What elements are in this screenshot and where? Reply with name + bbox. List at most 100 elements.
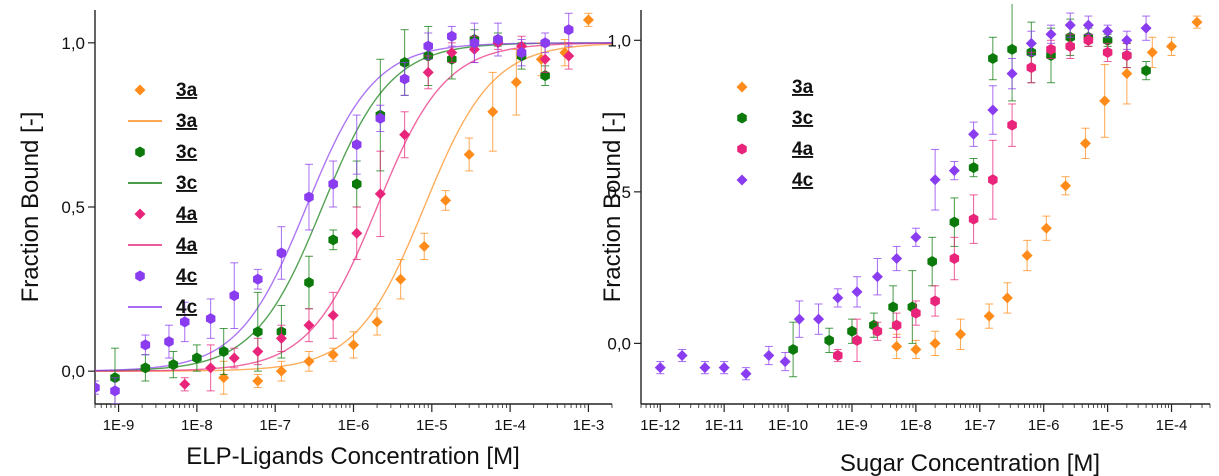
- legend-marker-3c: [737, 112, 747, 124]
- x-tick-label: 1E-5: [416, 417, 448, 434]
- data-point-4c: [871, 271, 883, 283]
- data-point-4a: [374, 188, 386, 200]
- x-axis-title: Sugar Concentration [M]: [840, 450, 1100, 476]
- x-tick-label: 1E-5: [1092, 417, 1124, 434]
- data-point-4c: [399, 73, 410, 85]
- data-point-4c: [563, 24, 574, 36]
- data-point-4a: [852, 334, 862, 346]
- data-point-4c: [813, 313, 825, 325]
- data-point-4a: [872, 325, 883, 337]
- series-4a: [833, 33, 1132, 363]
- legend-marker-4c: [736, 174, 748, 186]
- data-point-4a: [1007, 119, 1017, 131]
- data-point-4c: [140, 339, 151, 351]
- series-4c: [95, 12, 574, 404]
- data-point-4a: [891, 319, 902, 331]
- data-point-3c: [218, 345, 229, 357]
- series-3c: [788, 4, 1151, 378]
- data-point-4c: [968, 128, 980, 140]
- data-point-4a: [949, 253, 960, 265]
- y-tick-label: 0,0: [607, 334, 631, 353]
- x-axis-title: ELP-Ligands Concentration [M]: [186, 443, 520, 470]
- series-4c: [654, 12, 1152, 381]
- y-axis-title: Fraction Bound [-]: [599, 112, 626, 303]
- data-point-3c: [927, 256, 937, 268]
- legend: 3a 3c 4a 4c: [736, 77, 814, 191]
- data-point-3c: [540, 70, 550, 82]
- data-point-4c: [110, 385, 120, 397]
- legend-label-3a: 3a: [176, 80, 198, 101]
- data-point-3a: [1191, 16, 1203, 28]
- data-point-4c: [1045, 28, 1057, 40]
- data-point-3c: [888, 301, 898, 313]
- data-point-4a: [930, 295, 940, 307]
- data-point-3a: [252, 375, 264, 387]
- data-point-4c: [328, 178, 338, 190]
- data-point-4c: [179, 316, 190, 328]
- x-tick-label: 1E-10: [768, 417, 808, 434]
- data-point-3c: [304, 277, 314, 289]
- data-point-3a: [983, 310, 995, 322]
- legend-label-4c: 4c: [792, 170, 814, 191]
- x-tick-label: 1E-8: [181, 417, 213, 434]
- data-point-3c: [788, 343, 798, 355]
- y-tick-label: 0,5: [61, 198, 85, 217]
- data-point-4c: [447, 30, 457, 42]
- data-point-4c: [676, 350, 688, 362]
- data-point-3a: [1121, 68, 1133, 80]
- legend-label-3a: 3a: [792, 77, 814, 98]
- plot-area: [654, 4, 1203, 381]
- data-point-4c: [793, 313, 805, 325]
- data-point-3c: [949, 216, 960, 228]
- data-point-4c: [276, 247, 287, 259]
- data-point-3c: [824, 334, 834, 346]
- data-point-3a: [891, 340, 903, 352]
- data-point-3a: [929, 337, 941, 349]
- legend-fit-label-3a: 3a: [176, 111, 198, 132]
- legend-label-4a: 4a: [792, 139, 814, 160]
- data-point-4c: [851, 286, 863, 298]
- data-point-4a: [399, 129, 411, 141]
- data-point-4a: [1046, 43, 1056, 55]
- fit-curve-3a: [95, 43, 613, 372]
- y-tick-label: 1,0: [607, 31, 631, 50]
- data-point-4a: [327, 309, 339, 321]
- y-axis-title: Fraction Bound [-]: [17, 112, 44, 303]
- legend-fit-label-4a: 4a: [176, 235, 198, 256]
- data-point-4a: [446, 47, 458, 59]
- data-point-3a: [395, 273, 407, 285]
- data-point-4a: [911, 307, 921, 319]
- data-point-3a: [1001, 292, 1013, 304]
- data-point-4a: [833, 350, 843, 362]
- data-point-4c: [304, 191, 314, 203]
- data-point-4a: [275, 332, 287, 344]
- y-tick-label: 1,0: [61, 34, 85, 53]
- data-point-4a: [563, 50, 575, 62]
- data-point-4a: [205, 362, 217, 374]
- data-point-4a: [1102, 46, 1113, 58]
- series-3a: [218, 12, 594, 395]
- legend-label-4c: 4c: [176, 266, 198, 287]
- data-point-3a: [303, 355, 315, 367]
- legend-marker-4c: [135, 270, 145, 282]
- data-point-4a: [539, 53, 551, 65]
- data-point-3a: [582, 14, 594, 26]
- data-point-4c: [1121, 34, 1133, 46]
- data-point-4c: [540, 37, 550, 49]
- data-point-3a: [371, 316, 383, 328]
- series-4a: [179, 35, 575, 392]
- data-point-3a: [1060, 180, 1072, 192]
- data-point-4a: [351, 227, 363, 239]
- data-point-4a: [252, 345, 264, 357]
- data-point-4c: [493, 34, 503, 46]
- data-point-4c: [1082, 19, 1094, 31]
- chart-left: 1E-9 1E-8 1E-7 1E-6 1E-5 1E-4 1E-3 0,0 0,5 1,0 Fra…: [17, 10, 613, 470]
- data-point-3a: [218, 372, 230, 384]
- data-point-3c: [968, 162, 979, 174]
- data-point-4a: [422, 66, 434, 78]
- legend-marker-4a: [737, 143, 747, 155]
- data-point-4c: [1102, 25, 1114, 37]
- data-point-4c: [1025, 37, 1037, 49]
- data-point-4c: [699, 362, 711, 374]
